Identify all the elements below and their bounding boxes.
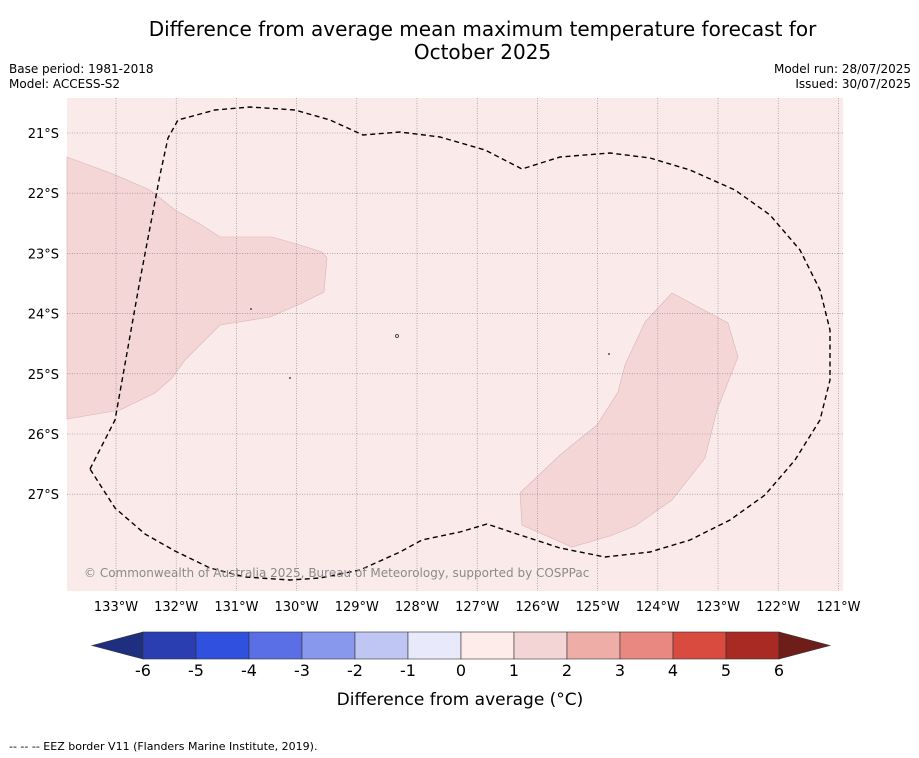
- copyright-notice: © Commonwealth of Australia 2025, Bureau…: [84, 566, 589, 580]
- island-dot: [289, 377, 291, 379]
- longitude-label: 127°W: [455, 600, 499, 615]
- colorbar-segment: [566, 631, 621, 660]
- colorbar-segment: [725, 631, 780, 660]
- colorbar-tick-label: -4: [241, 661, 257, 680]
- island-dot: [608, 353, 610, 355]
- colorbar-segment: [513, 631, 568, 660]
- longitude-label: 130°W: [275, 600, 319, 615]
- longitude-label: 123°W: [696, 600, 740, 615]
- longitude-label: 132°W: [154, 600, 198, 615]
- longitude-label: 131°W: [214, 600, 258, 615]
- longitude-labels: 133°W 132°W 131°W 130°W 129°W 128°W 127°W 126°W…: [94, 600, 861, 615]
- colorbar-segment: [672, 631, 727, 660]
- colorbar-segment: [248, 631, 303, 660]
- colorbar-tick-label: -5: [188, 661, 204, 680]
- longitude-label: 129°W: [335, 600, 379, 615]
- title-line-2: October 2025: [413, 40, 552, 64]
- colorbar-tick-label: -6: [135, 661, 151, 680]
- colorbar-tick-label: 2: [562, 661, 572, 680]
- colorbar-tick-label: 4: [668, 661, 678, 680]
- title-line-1: Difference from average mean maximum tem…: [148, 17, 817, 41]
- longitude-label: 121°W: [816, 600, 860, 615]
- colorbar-segment: [460, 631, 515, 660]
- base-period: Base period: 1981-2018: [9, 62, 154, 76]
- model-name: Model: ACCESS-S2: [9, 77, 121, 91]
- latitude-label: 21°S: [28, 127, 59, 142]
- colorbar-segment: [195, 631, 250, 660]
- colorbar-under-arrow: [90, 631, 144, 660]
- longitude-label: 125°W: [576, 600, 620, 615]
- island-dot: [395, 334, 399, 338]
- colorbar-segment: [301, 631, 356, 660]
- anomaly-region-west: [66, 156, 328, 420]
- colorbar-segment: [142, 631, 197, 660]
- colorbar-tick-label: 0: [456, 661, 466, 680]
- colorbar-tick-label: 1: [509, 661, 519, 680]
- colorbar-tick-label: 6: [774, 661, 784, 680]
- colorbar-tick-label: -1: [400, 661, 416, 680]
- colorbar-label: Difference from average (°C): [337, 690, 584, 710]
- colorbar-segment: [354, 631, 409, 660]
- colorbar-tick-label: -2: [347, 661, 363, 680]
- longitude-label: 126°W: [515, 600, 559, 615]
- colorbar-tick-label: 3: [615, 661, 625, 680]
- colorbar-segment: [619, 631, 674, 660]
- map-title: Difference from average mean maximum tem…: [60, 18, 905, 64]
- graticule: [67, 98, 843, 591]
- longitude-label: 122°W: [756, 600, 800, 615]
- longitude-label: 128°W: [395, 600, 439, 615]
- eez-border: [89, 106, 831, 581]
- island-dot: [250, 308, 252, 310]
- colorbar-segment: [407, 631, 462, 660]
- latitude-label: 23°S: [28, 247, 59, 262]
- latitude-label: 22°S: [28, 187, 59, 202]
- colorbar-over-arrow: [778, 631, 832, 660]
- latitude-labels: 21°S 22°S 23°S 24°S 25°S 26°S 27°S: [28, 127, 59, 503]
- longitude-label: 124°W: [636, 600, 680, 615]
- latitude-label: 24°S: [28, 308, 59, 323]
- model-run: Model run: 28/07/2025: [773, 62, 911, 76]
- footer-note: -- -- -- EEZ border V11 (Flanders Marine…: [9, 740, 318, 753]
- meta-right: Model run: 28/07/2025 Issued: 30/07/2025: [774, 62, 911, 92]
- colorbar-tick-label: -3: [294, 661, 310, 680]
- latitude-label: 26°S: [28, 428, 59, 443]
- colorbar-tick-label: 5: [721, 661, 731, 680]
- latitude-label: 27°S: [28, 488, 59, 503]
- meta-left: Base period: 1981-2018 Model: ACCESS-S2: [9, 62, 154, 92]
- latitude-label: 25°S: [28, 368, 59, 383]
- colorbar: [90, 631, 832, 660]
- colorbar-tick-labels: -6 -5 -4 -3 -2 -1 0 1 2 3 4 5 6: [135, 661, 784, 680]
- anomaly-region-east: [519, 292, 739, 548]
- longitude-label: 133°W: [94, 600, 138, 615]
- issued-date: Issued: 30/07/2025: [795, 77, 911, 91]
